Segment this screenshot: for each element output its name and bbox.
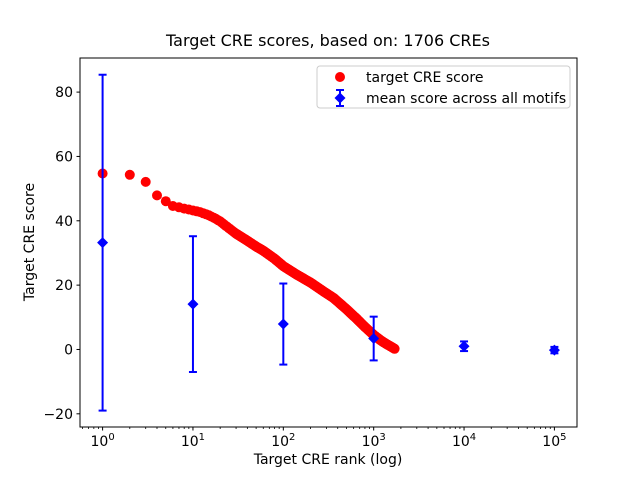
x-tick-label: 104 — [452, 432, 476, 450]
x-tick-label: 101 — [181, 432, 205, 450]
y-tick-label: 20 — [55, 278, 73, 294]
target-cre-score-series — [97, 168, 400, 354]
chart-title: Target CRE scores, based on: 1706 CREs — [165, 31, 490, 50]
x-tick-label: 103 — [362, 432, 386, 450]
legend-label-mean-score: mean score across all motifs — [366, 91, 566, 107]
blue-mean-point — [368, 333, 380, 345]
legend-frame — [316, 65, 571, 109]
plot-area — [79, 57, 578, 428]
mean-score-series — [97, 73, 560, 412]
legend-label-target-cre-score: target CRE score — [366, 70, 483, 86]
blue-mean-point — [277, 318, 289, 330]
y-tick-label: 60 — [55, 149, 73, 165]
legend-errorbar-marker-icon — [334, 89, 346, 107]
x-axis-label: Target CRE rank (log) — [253, 452, 403, 468]
red-data-point — [160, 196, 171, 207]
red-data-point — [140, 176, 151, 187]
x-tick-label: 105 — [542, 432, 566, 450]
red-data-point — [152, 190, 162, 201]
x-axis-ticks: 100 101 102 103 104 105 — [82, 427, 567, 450]
y-axis-ticks: −20 0 20 40 60 80 — [43, 85, 80, 423]
y-tick-label: 40 — [55, 214, 73, 230]
x-tick-label: 102 — [271, 432, 295, 450]
y-tick-label: −20 — [43, 407, 73, 423]
blue-mean-point — [187, 298, 199, 310]
blue-mean-point — [458, 340, 470, 352]
y-tick-label: 80 — [55, 85, 73, 101]
x-tick-label: 100 — [90, 432, 114, 450]
y-axis-label: Target CRE score — [22, 183, 38, 302]
blue-mean-point — [97, 237, 109, 249]
y-tick-label: 0 — [64, 342, 73, 358]
blue-mean-point — [548, 344, 560, 356]
legend-circle-marker-icon — [335, 72, 345, 82]
legend: target CRE score mean score across all m… — [316, 65, 571, 109]
red-data-point — [389, 343, 400, 354]
red-data-point — [124, 169, 135, 180]
